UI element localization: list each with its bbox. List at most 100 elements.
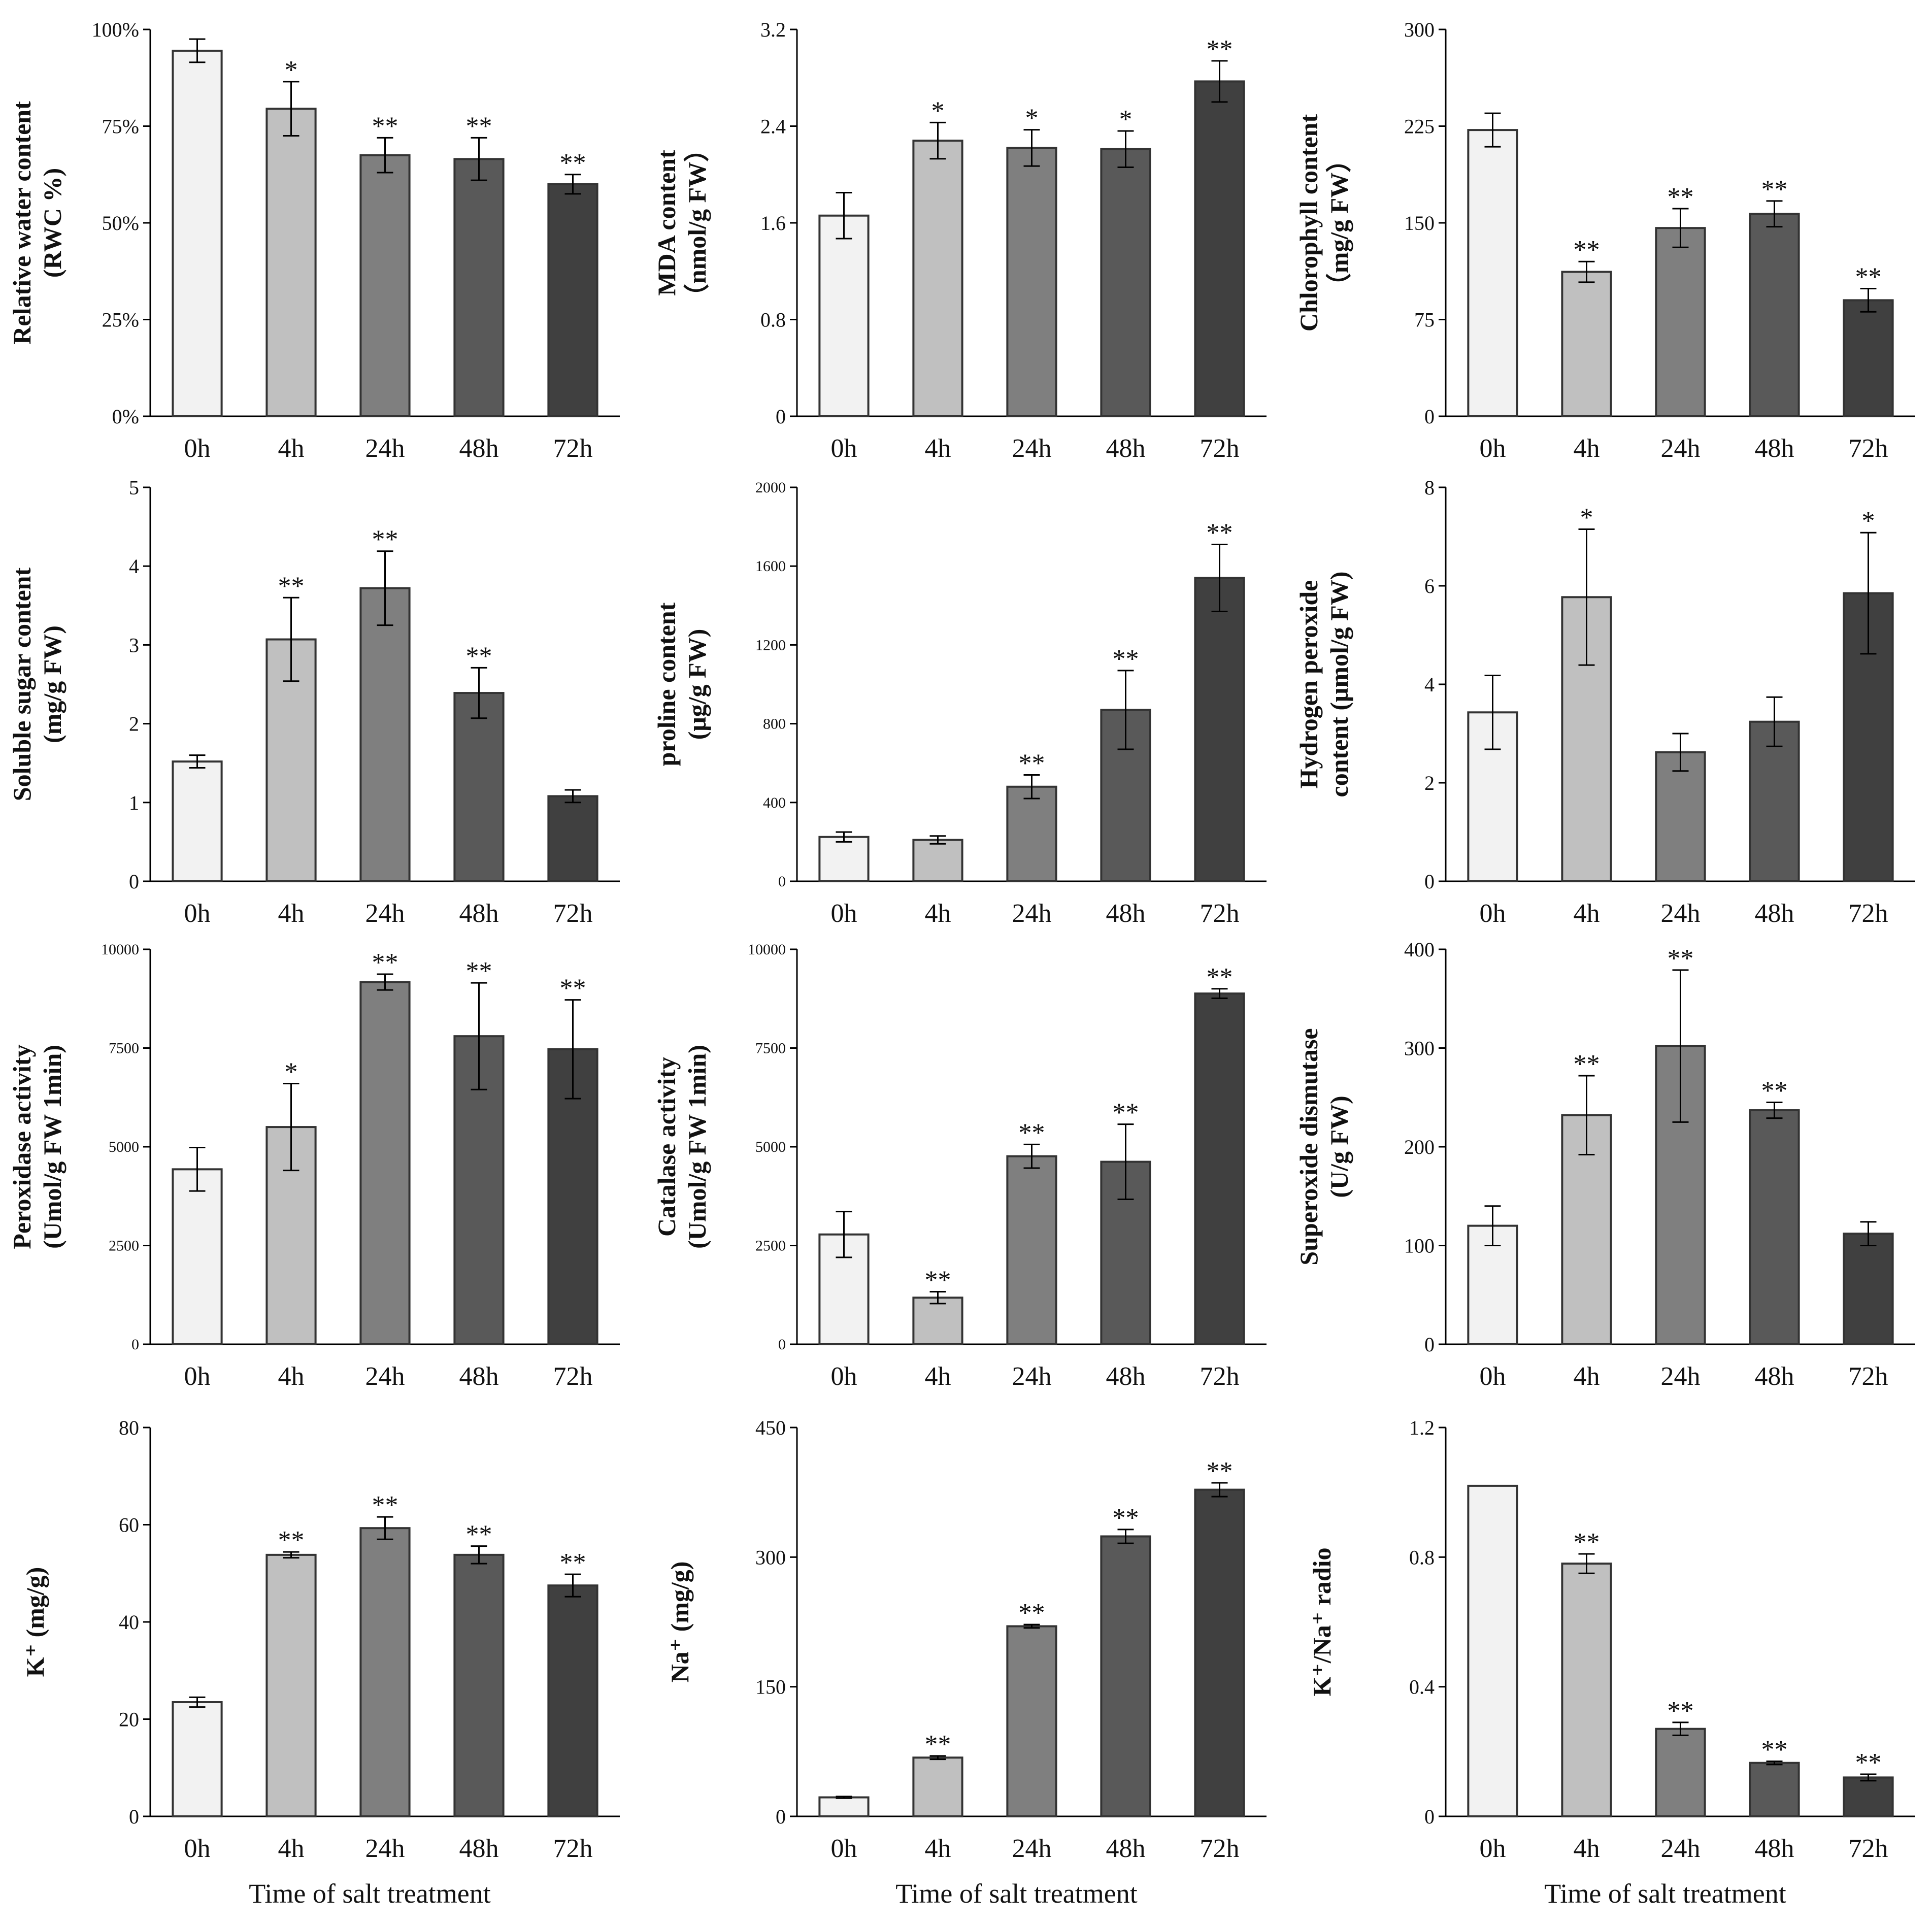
bar-h2o2-48h	[1749, 720, 1800, 882]
bar-na-48h	[1100, 1535, 1151, 1817]
y-tick-label: 400	[1404, 938, 1435, 961]
x-tick-label: 0h	[184, 434, 211, 463]
y-axis-label-line: Chlorophyll content	[1294, 114, 1323, 332]
bar-proline-0h	[818, 836, 870, 882]
y-tick-label: 5	[129, 476, 139, 499]
y-tick-label: 0%	[112, 405, 139, 428]
y-axis-label: K⁺/Na⁺ radio	[1308, 1547, 1336, 1696]
significance-marker: **	[1574, 1050, 1600, 1079]
y-tick-label: 2.4	[760, 115, 786, 138]
y-axis-label: K⁺ (mg/g)	[21, 1567, 49, 1677]
significance-marker: **	[1855, 1748, 1882, 1777]
y-tick-label: 2500	[109, 1238, 139, 1254]
bar-k-0h	[172, 1701, 223, 1818]
chart-panel-na: 0 150 300 450 0h ** 4h ** 24h ** 48h ** 72h Na⁺ (mg/g…	[665, 1416, 1267, 1909]
bar-catalase-72h	[1194, 992, 1245, 1345]
y-tick-label: 7500	[109, 1040, 139, 1057]
bar-chlorophyll-0h	[1467, 129, 1518, 417]
x-tick-label: 72h	[1849, 1362, 1888, 1391]
x-tick-label: 4h	[278, 899, 305, 928]
bar-sod-72h	[1843, 1233, 1894, 1345]
y-axis-label-line: Relative water content	[8, 101, 36, 345]
y-tick-label: 1.6	[760, 212, 786, 235]
significance-marker: *	[285, 1058, 298, 1087]
y-tick-label: 150	[1404, 212, 1435, 235]
y-tick-label: 300	[1404, 18, 1435, 41]
chart-panel-catalase: 0 2500 5000 7500 10000 0h ** 4h ** 24h ** 48h ** 72h C…	[652, 941, 1267, 1391]
significance-marker: **	[1113, 645, 1139, 674]
bar-peroxidase-0h	[172, 1168, 223, 1345]
y-axis-label-line: Soluble sugar content	[8, 568, 36, 802]
y-tick-label: 3	[129, 634, 139, 656]
y-tick-label: 200	[1404, 1136, 1435, 1158]
bar-rwc-0h	[172, 49, 223, 418]
y-axis-label-line: （nmol/g FW）	[683, 137, 711, 309]
significance-marker: **	[1207, 963, 1233, 992]
bar-k-na-ratio-48h	[1749, 1762, 1800, 1818]
y-axis-label-line: Na⁺ (mg/g)	[665, 1562, 694, 1683]
x-tick-label: 4h	[925, 1362, 951, 1391]
bar-k-4h	[265, 1553, 317, 1817]
bar-chlorophyll-48h	[1749, 213, 1800, 417]
x-tick-label: 0h	[831, 1834, 857, 1863]
x-tick-label: 24h	[1012, 1362, 1052, 1391]
x-tick-label: 4h	[1574, 434, 1600, 463]
x-tick-label: 0h	[184, 1362, 211, 1391]
x-tick-label: 24h	[1661, 434, 1701, 463]
y-tick-label: 25%	[102, 309, 139, 331]
significance-marker: **	[560, 1548, 586, 1577]
chart-panel-mda: 0 0.8 1.6 2.4 3.2 0h * 4h * 24h * 48h ** 72h MDA conte…	[652, 18, 1267, 463]
significance-marker: *	[1025, 104, 1039, 133]
bar-soluble-sugar-72h	[547, 795, 598, 883]
chart-panel-rwc: 0% 25% 50% 75% 100% 0h * 4h ** 24h ** 48h ** 72h Relat…	[8, 18, 620, 463]
y-tick-label: 2	[1424, 772, 1435, 794]
x-tick-label: 24h	[1661, 899, 1701, 928]
chart-panel-chlorophyll: 0 75 150 225 300 0h ** 4h ** 24h ** 48h ** 72h Chlorop…	[1294, 18, 1915, 463]
y-axis-label: Chlorophyll content（mg/g FW）	[1294, 114, 1353, 332]
significance-marker: *	[1862, 507, 1875, 536]
bar-catalase-4h	[912, 1297, 963, 1346]
y-axis-label-line: K⁺/Na⁺ radio	[1308, 1547, 1336, 1696]
y-tick-label: 0	[1424, 405, 1435, 428]
x-tick-label: 4h	[278, 434, 305, 463]
y-tick-label: 450	[755, 1416, 786, 1439]
y-tick-label: 0.8	[760, 309, 786, 331]
y-axis-label-line: proline content	[652, 602, 681, 766]
y-tick-label: 800	[763, 716, 786, 733]
x-tick-label: 24h	[1012, 899, 1052, 928]
x-tick-label: 24h	[365, 434, 405, 463]
significance-marker: **	[1574, 1528, 1600, 1557]
y-tick-label: 0	[1424, 1333, 1435, 1356]
y-axis-label: Peroxidase activity(Umol/g FW 1min)	[8, 1044, 66, 1249]
significance-marker: **	[278, 572, 305, 601]
y-axis-label-line: Peroxidase activity	[8, 1044, 36, 1249]
x-tick-label: 72h	[553, 899, 593, 928]
y-axis-label-line: (mg/g FW)	[38, 625, 66, 743]
y-axis-label-line: (Umol/g FW 1min)	[683, 1045, 711, 1249]
y-tick-label: 0	[776, 405, 786, 428]
significance-marker: *	[1580, 503, 1593, 532]
bar-mda-4h	[912, 140, 963, 417]
y-tick-label: 4	[129, 555, 139, 578]
significance-marker: **	[925, 1266, 951, 1295]
x-tick-label: 72h	[553, 1834, 593, 1863]
x-tick-label: 24h	[365, 1834, 405, 1863]
x-tick-label: 72h	[553, 434, 593, 463]
x-axis-label: Time of salt treatment	[1544, 1878, 1786, 1909]
x-tick-label: 48h	[1755, 899, 1794, 928]
bar-mda-72h	[1194, 80, 1245, 418]
x-tick-label: 48h	[1755, 1834, 1794, 1863]
bar-na-72h	[1194, 1488, 1245, 1818]
bar-mda-0h	[818, 214, 870, 417]
significance-marker: **	[925, 1730, 951, 1759]
significance-marker: **	[1019, 749, 1045, 778]
y-tick-label: 2000	[755, 479, 786, 496]
y-tick-label: 8	[1424, 476, 1435, 499]
x-tick-label: 48h	[459, 434, 499, 463]
y-tick-label: 225	[1404, 115, 1435, 138]
chart-panel-k-na-ratio: 0 0.4 0.8 1.2 0h ** 4h ** 24h ** 48h ** 72h K⁺/Na⁺ ra…	[1308, 1416, 1915, 1909]
significance-marker: **	[1207, 519, 1233, 548]
x-tick-label: 0h	[1480, 899, 1506, 928]
y-tick-label: 5000	[755, 1139, 786, 1155]
y-axis-label: Soluble sugar content(mg/g FW)	[8, 568, 66, 802]
